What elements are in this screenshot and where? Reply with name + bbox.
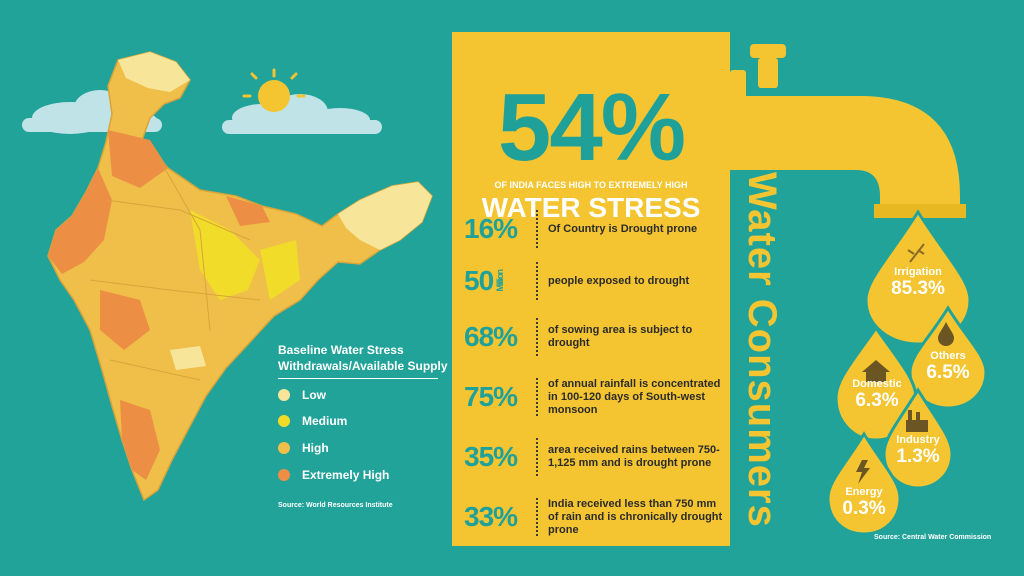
legend-swatch-extremely-high: [278, 469, 290, 481]
consumer-value: 6.3%: [855, 390, 899, 411]
stat-divider: [536, 210, 538, 248]
stat-text: people exposed to drought: [548, 274, 690, 287]
consumer-others: Others 6.5%: [912, 350, 984, 383]
stat-value: 50 Million: [464, 265, 506, 296]
water-tap-icon: [730, 44, 966, 218]
headline-title: WATER STRESS: [481, 192, 701, 223]
source-left: Source: World Resources Institute: [278, 502, 393, 509]
stat-row: 35% area received rains between 750-1,12…: [460, 432, 722, 482]
consumer-energy: Energy 0.3%: [832, 486, 896, 519]
legend-title: Baseline Water Stress Withdrawals/Availa…: [278, 342, 448, 374]
lightning-icon: [856, 460, 870, 484]
stat-divider: [536, 378, 538, 416]
consumer-value: 1.3%: [896, 446, 940, 467]
cloud-right: [222, 94, 382, 134]
stat-text: of sowing area is subject to drought: [548, 324, 693, 349]
stat-divider: [536, 262, 538, 300]
consumer-industry: Industry 1.3%: [886, 434, 950, 467]
headline-subtitle: OF INDIA FACES HIGH TO EXTREMELY HIGH: [494, 180, 688, 190]
headline-percent: 54%: [497, 74, 686, 181]
legend-title-line1: Baseline Water Stress: [278, 343, 404, 357]
legend-swatch-high: [278, 442, 290, 454]
stat-value: 16%: [464, 213, 518, 244]
legend-title-line2: Withdrawals/Available Supply: [278, 359, 448, 373]
india-map: [47, 51, 433, 502]
consumer-domestic: Domestic 6.3%: [840, 378, 914, 411]
consumer-name: Others: [930, 350, 966, 362]
stat-row: 50 Million people exposed to drought: [460, 256, 722, 306]
legend-item-medium: Medium: [278, 412, 347, 430]
consumer-name: Energy: [845, 486, 883, 498]
legend-swatch-medium: [278, 415, 290, 427]
stat-divider: [536, 318, 538, 356]
factory-icon: [906, 410, 928, 432]
stat-divider: [536, 498, 538, 536]
stat-row: 75% of annual rainfall is concentrated i…: [460, 372, 722, 422]
stat-text: area received rains between 750-1,125 mm…: [548, 444, 720, 469]
consumer-name: Irrigation: [894, 266, 942, 278]
stat-value: 33%: [464, 501, 518, 532]
wheat-icon: [907, 243, 925, 263]
stat-row: 33% India received less than 750 mm of r…: [460, 492, 722, 542]
water-consumers-title-text: Water Consumers: [740, 172, 784, 528]
consumer-irrigation: Irrigation 85.3%: [866, 266, 970, 299]
stats-panel: 54% OF INDIA FACES HIGH TO EXTREMELY HIG…: [452, 32, 730, 546]
stat-row: 68% of sowing area is subject to drought: [460, 312, 722, 362]
stat-value: 35%: [464, 441, 518, 472]
water-consumers-title: Water Consumers: [740, 172, 784, 528]
legend-label: High: [302, 441, 329, 455]
stat-value: 75%: [464, 381, 518, 412]
sun-icon: [242, 68, 306, 112]
stat-divider: [536, 438, 538, 476]
water-drop-icon: [938, 322, 954, 346]
legend-swatch-low: [278, 389, 290, 401]
consumer-value: 0.3%: [842, 498, 886, 519]
legend-label: Extremely High: [302, 468, 390, 482]
stat-text: of annual rainfall is concentrated in 10…: [548, 377, 721, 416]
consumer-value: 85.3%: [891, 278, 945, 299]
drops: [826, 209, 988, 536]
stat-unit: Million: [495, 270, 506, 292]
consumer-value: 6.5%: [926, 362, 970, 383]
stat-value: 68%: [464, 321, 518, 352]
legend-item-high: High: [278, 439, 329, 457]
stat-row: 16% Of Country is Drought prone: [460, 204, 722, 254]
legend-divider: [278, 378, 438, 379]
source-right: Source: Central Water Commission: [874, 534, 992, 541]
consumer-name: Industry: [896, 434, 940, 446]
legend-label: Low: [302, 388, 326, 402]
stat-text: Of Country is Drought prone: [548, 222, 698, 235]
consumer-name: Domestic: [852, 378, 902, 390]
stat-text: India received less than 750 mm of rain …: [548, 497, 723, 536]
legend-label: Medium: [302, 414, 348, 428]
legend-item-low: Low: [278, 386, 326, 404]
legend-item-extremely-high: Extremely High: [278, 466, 389, 484]
house-icon: [862, 360, 890, 382]
